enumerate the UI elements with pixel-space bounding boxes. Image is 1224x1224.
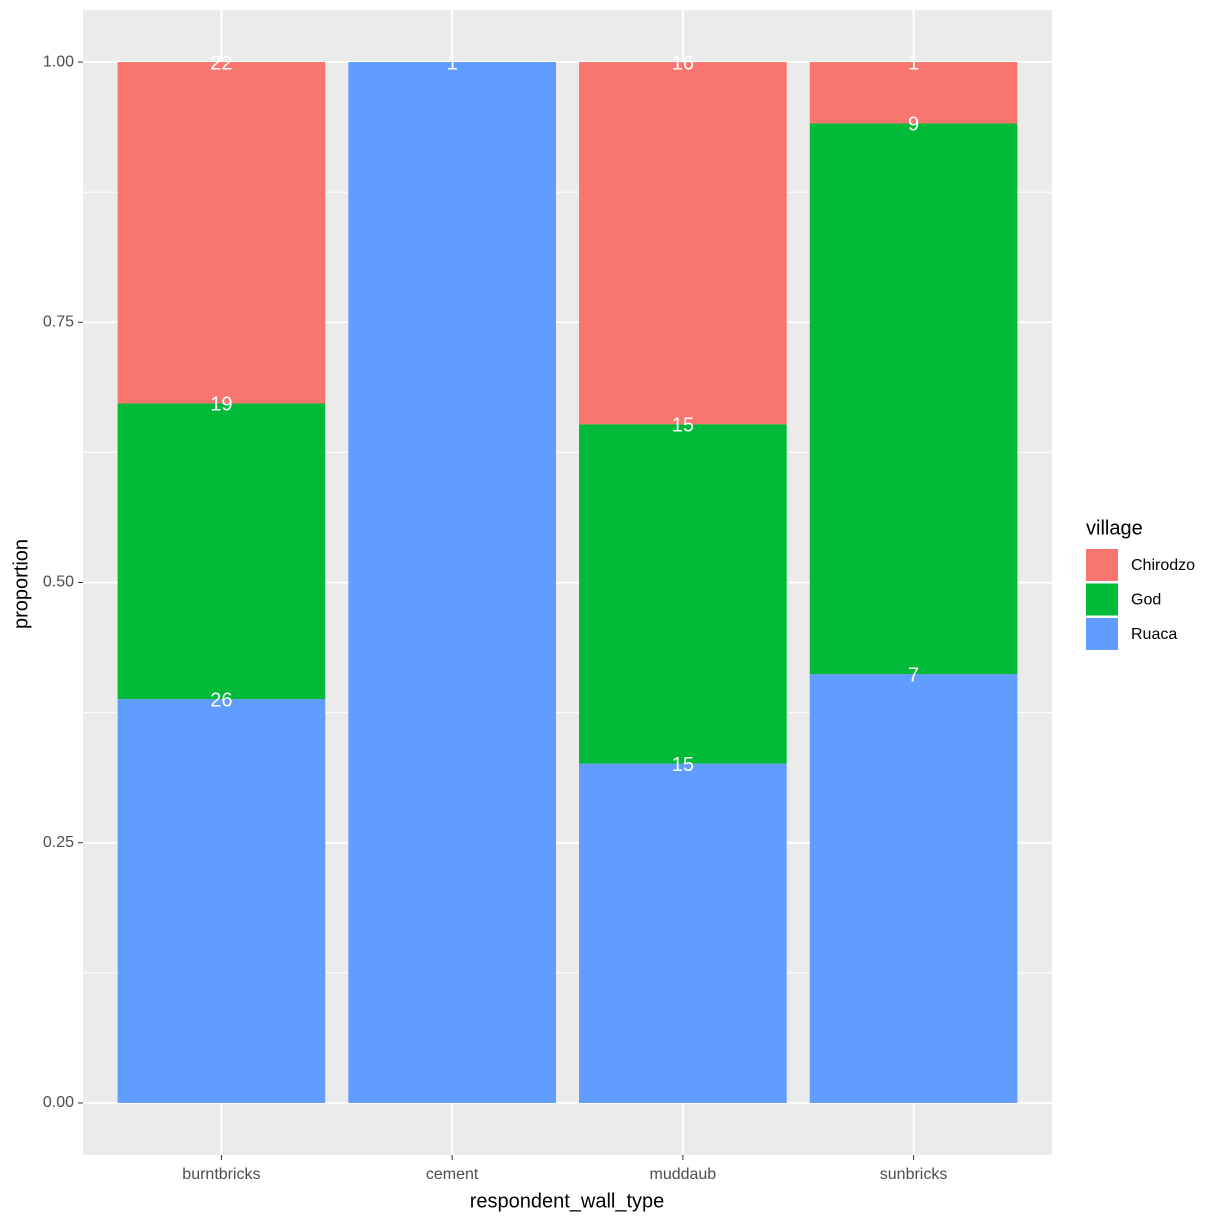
- x-tick-label: burntbricks: [182, 1166, 260, 1183]
- legend-label: Chirodzo: [1131, 557, 1195, 574]
- legend-key: [1086, 583, 1118, 616]
- y-tick-label: 1.00: [43, 53, 74, 70]
- bar-segment: [809, 62, 1018, 124]
- data-label: 26: [210, 689, 232, 711]
- bar-segment: [579, 763, 787, 1103]
- legend-key: [1086, 549, 1118, 581]
- data-label: 15: [672, 754, 694, 776]
- bar-segment: [117, 403, 326, 700]
- x-tick-label: sunbricks: [880, 1166, 948, 1183]
- bar-segment: [348, 62, 556, 1103]
- bar-segment: [809, 674, 1018, 1103]
- y-tick-label: 0.75: [43, 313, 74, 330]
- legend-label: Ruaca: [1131, 626, 1177, 643]
- x-tick-label: cement: [426, 1166, 479, 1183]
- data-label: 9: [908, 114, 919, 136]
- x-axis-title: respondent_wall_type: [470, 1190, 665, 1212]
- y-tick-label: 0.00: [43, 1094, 74, 1111]
- legend-title: village: [1086, 517, 1143, 539]
- y-tick-label: 0.25: [43, 834, 74, 851]
- data-label: 7: [908, 664, 919, 686]
- data-label: 1: [447, 52, 458, 74]
- bar-segment: [117, 62, 326, 404]
- data-label: 1: [908, 52, 919, 74]
- bar-segment: [809, 123, 1018, 675]
- legend-key: [1086, 618, 1118, 650]
- bar-segment: [579, 62, 787, 425]
- x-tick-label: muddaub: [649, 1166, 716, 1183]
- bar-segment: [117, 699, 326, 1103]
- data-label: 16: [672, 52, 694, 74]
- bar-segment: [579, 424, 787, 764]
- y-axis-title: proportion: [10, 539, 32, 629]
- legend-label: God: [1131, 592, 1161, 609]
- data-label: 15: [672, 415, 694, 437]
- y-tick-label: 0.50: [43, 574, 74, 591]
- data-label: 22: [210, 52, 232, 74]
- data-label: 19: [210, 394, 232, 416]
